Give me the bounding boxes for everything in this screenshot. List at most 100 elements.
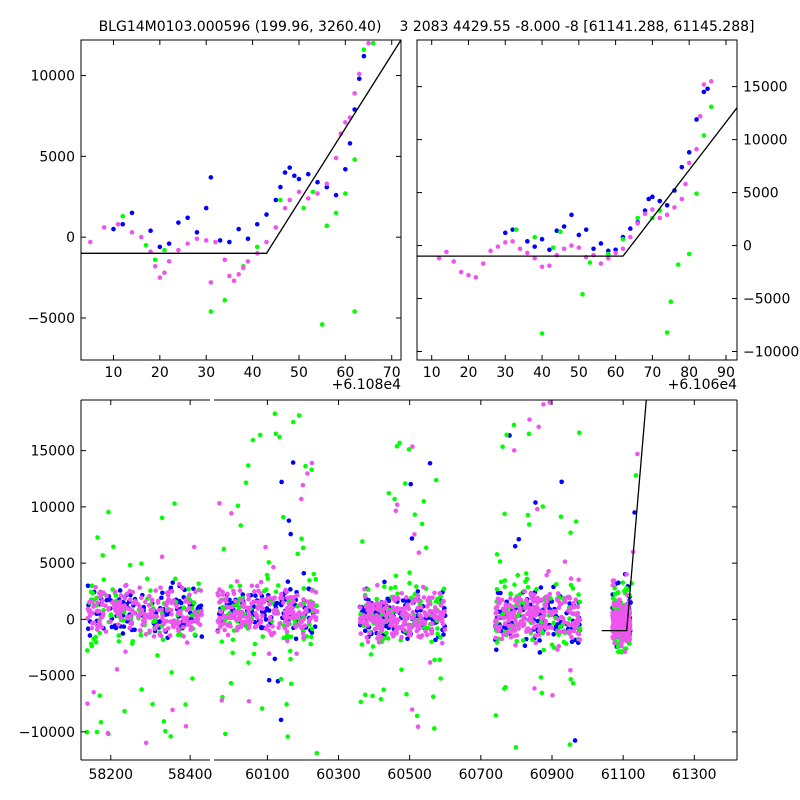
blue-point xyxy=(493,647,499,653)
pink-point xyxy=(617,597,622,603)
green-point xyxy=(230,637,236,643)
pink-point xyxy=(451,259,457,264)
green-point xyxy=(343,191,348,196)
pink-point xyxy=(181,634,186,639)
pink-point xyxy=(533,640,539,646)
pink-point xyxy=(89,625,95,631)
green-point xyxy=(435,596,440,602)
green-point xyxy=(395,591,400,597)
blue-point xyxy=(253,593,258,598)
green-point xyxy=(402,481,408,486)
blue-point xyxy=(120,221,126,227)
y-tick-label: 0 xyxy=(743,239,752,255)
pink-point xyxy=(568,667,573,673)
green-point xyxy=(438,676,443,681)
green-point xyxy=(93,639,99,645)
green-point xyxy=(361,47,367,52)
green-point xyxy=(169,670,174,675)
green-point xyxy=(95,535,100,540)
pink-point xyxy=(220,589,226,595)
pink-point xyxy=(217,587,222,592)
pink-point xyxy=(488,248,493,254)
pink-point xyxy=(118,593,124,598)
pink-point xyxy=(441,598,446,604)
blue-point xyxy=(559,479,564,485)
pink-point xyxy=(549,625,555,630)
blue-point xyxy=(245,236,251,242)
pink-point xyxy=(496,614,502,620)
pink-point xyxy=(402,618,407,624)
y-tick-label: 15000 xyxy=(30,444,75,460)
pink-point xyxy=(133,599,139,605)
green-point xyxy=(577,626,583,631)
blue-point xyxy=(551,631,556,637)
green-point xyxy=(246,463,251,468)
green-point xyxy=(278,197,283,203)
green-point xyxy=(370,40,376,46)
green-point xyxy=(494,587,500,592)
pink-point xyxy=(522,589,528,594)
green-point xyxy=(277,434,282,440)
green-point xyxy=(264,572,270,578)
pink-point xyxy=(708,79,714,84)
pink-point xyxy=(224,596,229,601)
pink-point xyxy=(343,120,348,125)
green-point xyxy=(567,742,573,747)
pink-point xyxy=(493,605,499,611)
x-tick-label: 60500 xyxy=(387,767,432,783)
pink-point xyxy=(157,275,163,280)
blue-point xyxy=(632,510,637,515)
pink-point xyxy=(493,618,499,623)
green-point xyxy=(191,600,197,605)
blue-point xyxy=(415,589,421,594)
pink-point xyxy=(556,643,562,649)
pink-point xyxy=(271,607,277,613)
pink-point xyxy=(197,622,203,627)
pink-point xyxy=(229,511,234,516)
pink-point xyxy=(395,626,400,632)
pink-point xyxy=(93,584,98,590)
green-point xyxy=(538,675,544,680)
pink-point xyxy=(271,564,276,570)
x-tick-label: 58200 xyxy=(88,767,133,783)
pink-point xyxy=(285,622,290,628)
pink-point xyxy=(216,620,221,625)
pink-point xyxy=(246,698,252,704)
blue-point xyxy=(287,165,292,170)
blue-point xyxy=(694,117,699,122)
green-point xyxy=(309,634,314,640)
blue-point xyxy=(166,241,172,246)
blue-point xyxy=(227,239,232,245)
blue-point xyxy=(569,212,574,218)
pink-point xyxy=(532,255,538,261)
blue-point xyxy=(292,173,297,179)
green-point xyxy=(252,641,258,647)
pink-point xyxy=(543,626,549,631)
green-point xyxy=(394,443,400,449)
pink-point xyxy=(296,189,302,195)
pink-point xyxy=(180,615,186,620)
blue-point xyxy=(642,208,648,213)
pink-point xyxy=(535,608,541,614)
green-point xyxy=(94,729,100,735)
blue-point xyxy=(382,579,387,585)
pink-point xyxy=(183,599,188,604)
green-point xyxy=(289,681,294,687)
pink-point xyxy=(225,591,230,597)
green-point xyxy=(587,260,593,265)
blue-point xyxy=(502,230,508,236)
pink-point xyxy=(546,569,551,574)
green-point xyxy=(493,713,499,718)
green-point xyxy=(568,530,573,535)
pink-point xyxy=(258,618,264,623)
blue-point xyxy=(701,89,707,95)
green-point xyxy=(288,656,293,662)
pink-point xyxy=(422,619,428,625)
blue-point xyxy=(273,603,278,608)
pink-point xyxy=(429,626,435,632)
pink-point xyxy=(147,628,152,633)
pink-point xyxy=(502,240,508,245)
pink-point xyxy=(366,616,372,622)
pink-point xyxy=(367,630,372,636)
top-left-data-layer xyxy=(81,40,401,327)
